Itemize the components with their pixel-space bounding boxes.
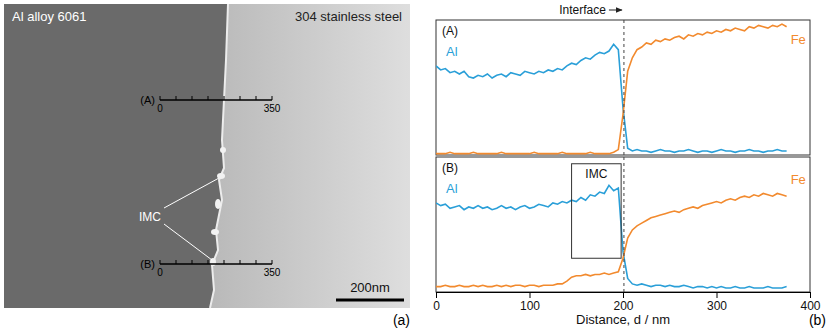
- al-region: [4, 4, 410, 308]
- ruler-label: (B): [140, 258, 155, 270]
- x-tick-label: 400: [800, 299, 820, 313]
- imc-box: [572, 164, 622, 259]
- series-line: [436, 185, 787, 288]
- imc-pointer: [164, 224, 212, 260]
- imc-grain: [220, 147, 226, 153]
- plot-frame: [436, 20, 810, 155]
- ruler-tick: [240, 96, 241, 100]
- line-panel: 0 100 200 300 400 Distance, d / nm Al Fe (B) IMC: [433, 157, 821, 327]
- region-label: 304 stainless steel: [295, 9, 402, 24]
- imc-label: IMC: [139, 210, 161, 224]
- x-tick: 300: [707, 292, 727, 313]
- panel-label: (a): [393, 312, 410, 328]
- ruler-tick: [160, 260, 161, 264]
- x-tick: 0: [433, 292, 440, 313]
- line-panel: Al Fe (A) Interface: [436, 3, 810, 155]
- panel-title: (B): [442, 161, 458, 175]
- series-line: [436, 24, 787, 154]
- ruler-tick: [224, 260, 225, 264]
- imc-grain: [215, 199, 221, 209]
- ruler-tick: [192, 96, 193, 100]
- ruler-tick-label: 350: [264, 267, 281, 278]
- interface-line: [623, 157, 624, 292]
- x-tick-mark: [436, 292, 437, 298]
- series-label: Al: [446, 44, 458, 59]
- series-label: Fe: [791, 172, 806, 187]
- ruler-tick: [272, 260, 273, 264]
- series-lines: [436, 185, 787, 288]
- ruler-tick-label: 350: [264, 103, 281, 114]
- region-label: Al alloy 6061: [12, 9, 86, 24]
- ruler-tick: [208, 260, 209, 264]
- imc-grain: [211, 229, 219, 235]
- series-line: [436, 193, 787, 286]
- interface-line: [623, 20, 624, 155]
- series-label: Fe: [791, 32, 806, 47]
- figure: Al alloy 6061304 stainless steel0350(A)0…: [0, 0, 831, 331]
- ruler-tick: [176, 260, 177, 264]
- series-line: [436, 44, 787, 152]
- panel-label: (b): [809, 312, 826, 328]
- ruler-tick: [256, 260, 257, 264]
- plot-frame: [436, 157, 810, 292]
- series-label: Al: [446, 181, 458, 196]
- x-tick-label: 300: [707, 299, 727, 313]
- ruler-tick: [208, 96, 209, 100]
- ruler-tick-label: 0: [157, 267, 163, 278]
- steel-region: [210, 4, 410, 308]
- x-tick-mark: [717, 292, 718, 298]
- scale-bar-label: 200nm: [350, 280, 390, 295]
- ruler-tick: [176, 96, 177, 100]
- ruler-label: (A): [140, 94, 155, 106]
- x-tick-label: 200: [613, 299, 633, 313]
- x-tick: 400: [800, 292, 820, 313]
- ruler-line: [160, 99, 272, 101]
- x-axis-title: Distance, d / nm: [576, 312, 670, 327]
- x-tick-mark: [623, 292, 624, 298]
- imc-box-label: IMC: [585, 167, 607, 181]
- x-tick-mark: [530, 292, 531, 298]
- ruler-tick: [256, 96, 257, 100]
- imc-pointer: [164, 178, 219, 208]
- ruler: 0 350 (A): [140, 94, 280, 114]
- x-tick-label: 0: [433, 299, 440, 313]
- ruler-tick: [272, 96, 273, 100]
- ruler-tick: [160, 96, 161, 100]
- ruler-tick: [224, 96, 225, 100]
- x-tick: 200: [613, 292, 633, 313]
- x-axis: 0 100 200 300 400: [433, 292, 821, 313]
- x-tick: 100: [520, 292, 540, 313]
- ruler-tick: [192, 260, 193, 264]
- ruler-line: [160, 263, 272, 265]
- x-tick-label: 100: [520, 299, 540, 313]
- x-tick-mark: [810, 292, 811, 298]
- scale-bar: [336, 299, 404, 302]
- series-lines: [436, 24, 787, 154]
- micrograph: Al alloy 6061304 stainless steel0350(A)0…: [4, 4, 410, 308]
- ruler: 0 350 (B): [140, 258, 280, 278]
- interface-arrow: [609, 10, 622, 11]
- panel-title: (A): [442, 24, 458, 38]
- ruler-tick: [240, 260, 241, 264]
- interface-label: Interface: [559, 3, 606, 17]
- interface-band: [210, 4, 228, 308]
- ruler-tick-label: 0: [157, 103, 163, 114]
